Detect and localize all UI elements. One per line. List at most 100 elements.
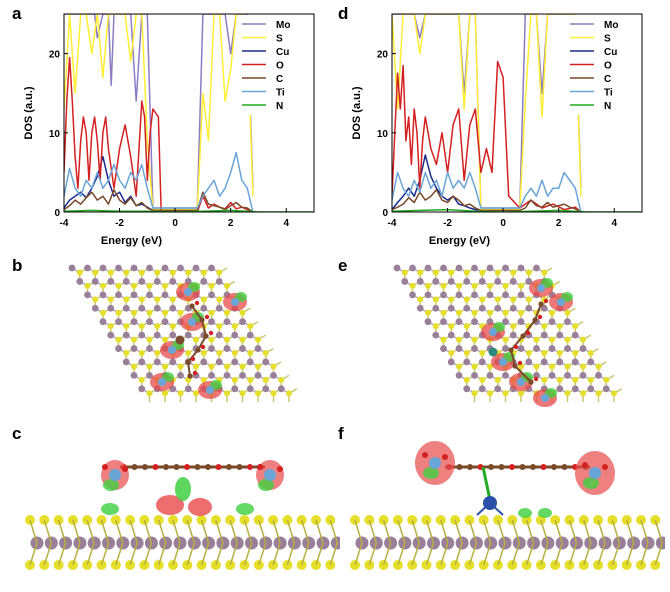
x-tick-label: 0: [172, 218, 178, 229]
mo-atom: [455, 371, 463, 379]
series-line-mo: [64, 14, 254, 209]
s-atom-bottom: [578, 560, 589, 570]
o-atom: [277, 466, 283, 472]
slab-bond: [625, 519, 635, 544]
x-tick-label: -4: [388, 218, 397, 229]
slab-bond: [215, 519, 224, 544]
mo-atom: [192, 264, 200, 272]
mo-atom: [494, 385, 502, 393]
s-atom: [518, 309, 524, 316]
mo-atom: [262, 358, 270, 366]
mo-atom: [571, 331, 579, 339]
mo-atom: [91, 304, 99, 312]
mo-atom: [432, 331, 440, 339]
molecule-atom: [488, 464, 494, 470]
mo-atom: [84, 291, 91, 299]
y-tick-label: 10: [49, 129, 61, 140]
mo-atom: [517, 318, 525, 326]
slab-bond: [272, 519, 281, 544]
s-atom-top: [435, 515, 446, 525]
slab-bond: [286, 542, 296, 566]
mo-atom: [447, 358, 455, 366]
s-atom: [448, 269, 455, 276]
s-atom: [502, 336, 509, 343]
slab-bond: [454, 519, 463, 544]
mo-atom: [455, 264, 463, 272]
s-atom-bottom: [139, 560, 150, 570]
mo-atom: [502, 291, 509, 299]
s-atom: [541, 376, 548, 383]
slab-bond: [554, 542, 563, 566]
y-tick-label: 20: [49, 50, 61, 61]
s-atom: [587, 350, 594, 357]
plot-frame: [391, 13, 643, 213]
molecule-atom: [551, 464, 557, 470]
mo-atom: [99, 264, 107, 272]
series-line-n: [392, 208, 642, 212]
slab-bond: [597, 542, 606, 566]
s-atom-bottom: [435, 560, 446, 570]
mo-atom: [587, 358, 595, 366]
molecule-atom: [152, 464, 159, 470]
mo-atom: [494, 304, 502, 312]
mo-atom: [177, 264, 184, 272]
ti-atom: [489, 328, 497, 336]
mo-atom: [146, 264, 153, 272]
s-atom-bottom: [364, 560, 375, 570]
charge-isosurface-green: [538, 508, 552, 518]
s-atom: [432, 269, 439, 276]
o-atom: [190, 356, 196, 362]
s-atom: [603, 376, 610, 383]
mo-atom: [494, 278, 502, 285]
slab-bond: [440, 519, 449, 544]
mo-atom: [130, 264, 138, 272]
mo-atom: [517, 345, 525, 352]
mo-atom: [440, 264, 447, 272]
mo-atom: [138, 278, 146, 285]
slab-bond: [583, 519, 592, 544]
s-atom: [231, 323, 238, 330]
mo-atom: [471, 318, 478, 326]
s-atom: [138, 269, 145, 276]
s-atom-top: [593, 515, 604, 525]
mo-atom: [146, 371, 153, 379]
s-atom-top: [507, 515, 518, 525]
series-line-s: [64, 14, 254, 211]
mo-atom: [432, 304, 440, 312]
molecule-atom: [205, 464, 211, 470]
molecule-atom: [215, 464, 222, 470]
o-atom: [582, 462, 588, 468]
s-atom: [432, 323, 439, 330]
s-atom: [417, 269, 424, 276]
x-tick-label: -2: [443, 218, 452, 229]
slab-bond: [425, 519, 435, 544]
molecule-atom: [509, 464, 515, 470]
legend-label-s: S: [604, 34, 611, 45]
mo-atom: [595, 371, 602, 379]
mo-atom: [409, 264, 416, 272]
slab-bond: [482, 542, 492, 566]
s-atom: [463, 269, 470, 276]
panel-label-f: f: [338, 424, 344, 443]
s-atom-top: [139, 515, 150, 525]
mo-atom: [447, 304, 455, 312]
mo-atom: [416, 278, 424, 285]
s-atom-bottom: [521, 560, 532, 570]
s-atom: [162, 363, 168, 370]
slab-bond: [525, 519, 535, 544]
o-atom: [208, 330, 214, 336]
s-atom: [580, 336, 586, 343]
o-atom: [194, 300, 200, 306]
s-atom: [177, 309, 184, 316]
linker-bond: [534, 303, 542, 321]
mo-atom: [254, 345, 262, 352]
s-atom: [549, 309, 555, 316]
mo-atom: [440, 318, 447, 326]
legend-label-s: S: [276, 34, 283, 45]
s-atom: [479, 376, 486, 383]
s-atom: [595, 390, 602, 397]
c-atom: [195, 347, 201, 353]
s-atom: [564, 336, 571, 343]
s-atom: [533, 336, 540, 343]
linker-bond: [510, 349, 516, 367]
